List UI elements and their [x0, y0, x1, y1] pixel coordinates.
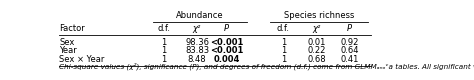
Text: <0.001: <0.001 [210, 38, 243, 47]
Text: 0.01: 0.01 [307, 38, 326, 47]
Text: 1: 1 [281, 38, 286, 47]
Text: <0.001: <0.001 [210, 46, 243, 55]
Text: 0.64: 0.64 [340, 46, 359, 55]
Text: χ²: χ² [193, 24, 201, 33]
Text: 1: 1 [161, 46, 166, 55]
Text: 1: 1 [281, 46, 286, 55]
Text: 8.48: 8.48 [188, 55, 206, 64]
Text: 1: 1 [161, 55, 166, 64]
Text: d.f.: d.f. [277, 24, 290, 33]
Text: Sex × Year: Sex × Year [59, 55, 105, 64]
Text: χ²: χ² [312, 24, 320, 33]
Text: 0.92: 0.92 [340, 38, 359, 47]
Text: Species richness: Species richness [284, 11, 355, 20]
Text: Year: Year [59, 46, 77, 55]
Text: Chi-square values (χ²), significance (P), and degrees of freedom (d.f.) come fro: Chi-square values (χ²), significance (P)… [59, 62, 474, 70]
Text: 98.36: 98.36 [185, 38, 209, 47]
Text: d.f.: d.f. [157, 24, 171, 33]
Text: 0.22: 0.22 [307, 46, 326, 55]
Text: 0.004: 0.004 [213, 55, 239, 64]
Text: P: P [347, 24, 352, 33]
Text: Sex: Sex [59, 38, 74, 47]
Text: 0.41: 0.41 [340, 55, 359, 64]
Text: 0.68: 0.68 [307, 55, 326, 64]
Text: Abundance: Abundance [176, 11, 224, 20]
Text: 83.83: 83.83 [185, 46, 209, 55]
Text: 1: 1 [281, 55, 286, 64]
Text: Factor: Factor [59, 24, 85, 33]
Text: 1: 1 [161, 38, 166, 47]
Text: P: P [224, 24, 229, 33]
